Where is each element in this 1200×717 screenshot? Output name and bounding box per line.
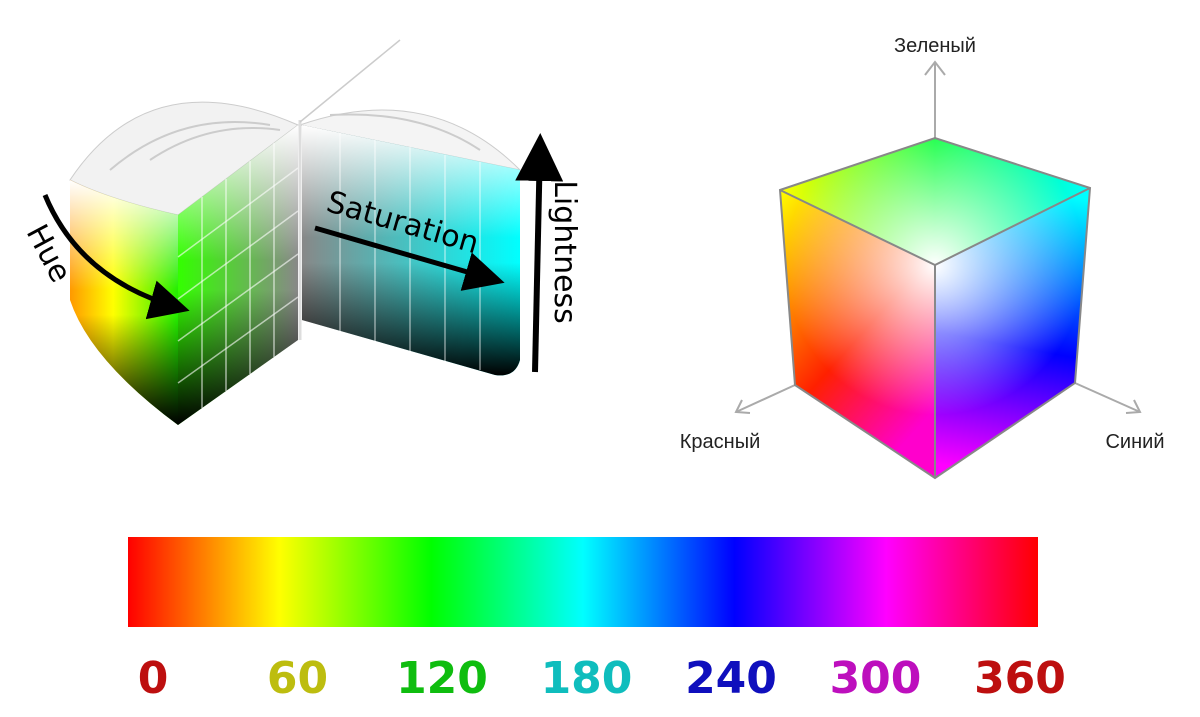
hue-scale: 0 60 120 180 240 300 360 (138, 653, 1066, 704)
hue-tick-label: 180 (541, 653, 633, 704)
saturation-arrow (314, 225, 505, 291)
hue-tick-label: 300 (830, 653, 922, 704)
rgb-cube: Зеленый Красный Синий (680, 35, 1165, 480)
hsl-cylinder: Hue Saturation Lightness (19, 39, 582, 425)
hue-tick-label: 360 (974, 653, 1066, 704)
cyan-cut-face (302, 125, 520, 376)
hue-tick-label: 60 (267, 653, 328, 704)
red-label: Красный (680, 431, 761, 453)
lightness-arrow (515, 133, 564, 373)
hue-tick-label: 0 (138, 653, 169, 704)
green-label: Зеленый (894, 35, 976, 57)
green-cut-face (177, 125, 299, 425)
hue-label: Hue (19, 219, 78, 288)
blue-label: Синий (1105, 431, 1164, 453)
hue-tick-label: 120 (396, 653, 488, 704)
hue-bar (128, 537, 1038, 627)
lightness-label: Lightness (547, 180, 582, 324)
hue-face (70, 180, 178, 425)
hue-arrow (42, 194, 190, 320)
top-face (69, 101, 299, 216)
hue-tick-label: 240 (685, 653, 777, 704)
